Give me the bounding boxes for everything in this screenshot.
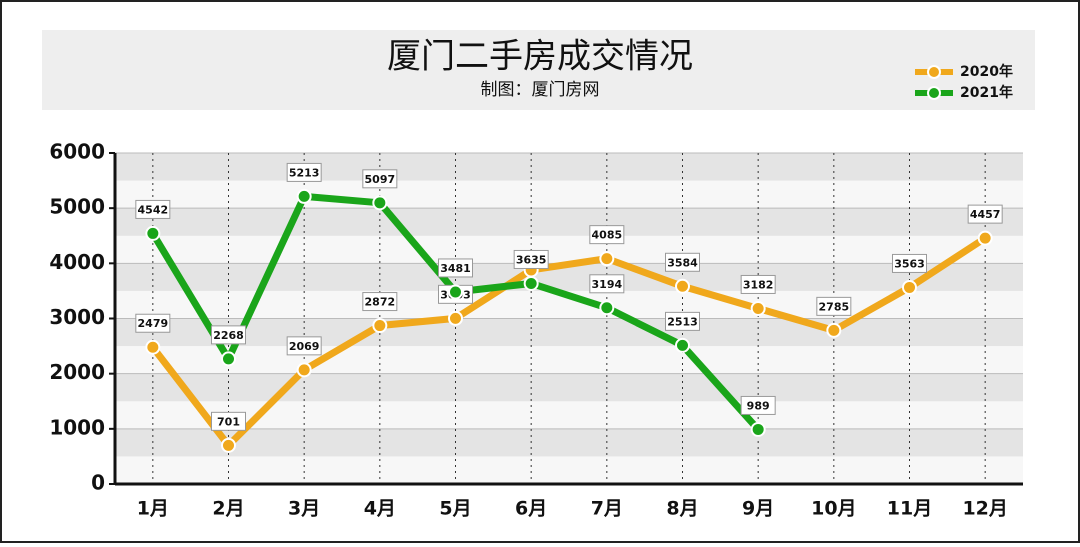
point [826, 322, 842, 338]
data-label: 2268 [213, 329, 244, 342]
data-label: 2785 [819, 300, 850, 313]
point [221, 437, 236, 453]
x-tick-label: 7月 [591, 498, 623, 520]
band [115, 373, 1023, 402]
y-tick-label: 3000 [49, 305, 105, 329]
data-label: 701 [217, 415, 240, 428]
data-label: 2479 [138, 317, 169, 330]
legend-label: 2021年 [960, 84, 1013, 101]
label-box [438, 258, 473, 278]
point [750, 300, 766, 316]
label-box [362, 169, 398, 189]
label-box [665, 252, 700, 272]
label-box [286, 336, 322, 356]
data-label: 2069 [289, 340, 320, 353]
x-tick-label: 4月 [364, 498, 396, 520]
data-label: 2513 [667, 315, 698, 328]
label-box [589, 274, 625, 294]
chart-subtitle: 制图：厦门房网 [481, 80, 600, 100]
x-tick-label: 12月 [962, 498, 1007, 520]
label-box [362, 292, 398, 312]
y-tick-label: 1000 [49, 415, 105, 439]
point [902, 279, 917, 295]
band [115, 153, 1023, 181]
label-box [135, 199, 171, 219]
label-box [211, 325, 246, 345]
point [675, 337, 690, 353]
x-tick-label: 10月 [811, 498, 856, 520]
data-label: 3194 [592, 278, 623, 291]
data-label: 5097 [365, 173, 396, 186]
x-tick-label: 11月 [887, 498, 932, 520]
label-box [513, 249, 549, 269]
label-box [665, 311, 700, 331]
x-tick-label: 6月 [515, 498, 547, 520]
label-box [740, 274, 776, 294]
x-tick-label: 1月 [137, 498, 169, 520]
label-box [589, 225, 625, 245]
legend-marker [927, 65, 941, 79]
data-label: 989 [747, 399, 770, 412]
point [750, 421, 766, 437]
data-label: 5213 [289, 166, 320, 179]
point [599, 251, 615, 267]
title-box [42, 30, 1035, 110]
label-box [740, 395, 776, 415]
legend-marker [927, 86, 941, 100]
x-tick-label: 3月 [288, 498, 320, 520]
label-box [286, 162, 322, 182]
point [296, 188, 312, 204]
band [115, 318, 1023, 347]
point [977, 230, 993, 246]
point [372, 195, 388, 211]
y-tick-label: 5000 [49, 195, 105, 219]
x-tick-label: 8月 [666, 498, 698, 520]
x-tick-label: 2月 [212, 498, 244, 520]
point [523, 275, 539, 291]
point [448, 310, 463, 326]
data-label: 4542 [138, 203, 169, 216]
data-label: 2872 [365, 296, 396, 309]
data-label: 4457 [970, 208, 1001, 221]
series-line [150, 235, 988, 449]
point [221, 351, 236, 367]
x-tick-label: 9月 [742, 498, 774, 520]
band [115, 428, 1023, 457]
label-box [135, 313, 171, 333]
point [145, 225, 161, 241]
label-box [892, 253, 927, 273]
label-box [967, 204, 1003, 224]
chart-title: 厦门二手房成交情况 [387, 37, 693, 77]
point [448, 284, 463, 300]
band [115, 208, 1023, 236]
y-tick-label: 4000 [49, 250, 105, 274]
label-box [211, 411, 246, 431]
legend-label: 2020年 [960, 63, 1013, 80]
point [675, 278, 690, 294]
data-label: 3563 [894, 257, 925, 270]
x-tick-label: 5月 [439, 498, 471, 520]
point [599, 300, 615, 316]
point [372, 318, 388, 334]
data-label: 3635 [516, 253, 547, 266]
data-label: 3481 [440, 262, 471, 275]
y-tick-label: 0 [91, 471, 105, 495]
data-label: 3182 [743, 278, 774, 291]
data-label: 3584 [667, 256, 698, 269]
point [296, 362, 312, 378]
label-box [816, 296, 852, 316]
point [145, 339, 161, 355]
y-tick-label: 2000 [49, 360, 105, 384]
y-tick-label: 6000 [49, 140, 105, 164]
data-label: 4085 [592, 229, 623, 242]
